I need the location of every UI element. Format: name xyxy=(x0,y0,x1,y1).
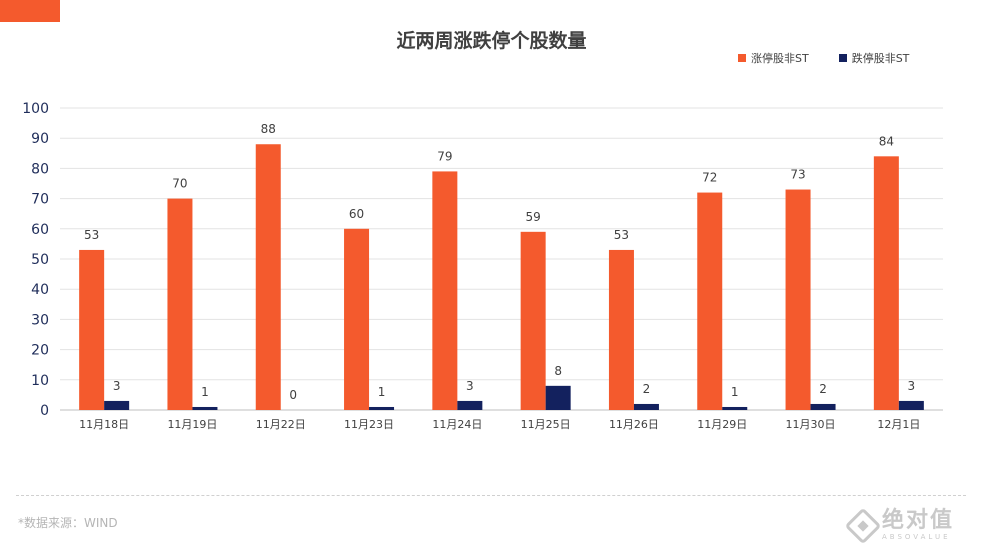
legend-swatch-limit-up xyxy=(738,54,746,62)
legend-label-limit-down: 跌停股非ST xyxy=(851,52,910,65)
y-tick-label: 100 xyxy=(22,101,49,117)
data-label: 88 xyxy=(261,122,276,136)
data-label: 72 xyxy=(702,171,717,185)
x-tick-label: 11月24日 xyxy=(432,418,482,431)
bar-limit-down xyxy=(898,400,924,410)
data-label: 1 xyxy=(201,385,209,399)
bar-limit-down xyxy=(633,403,659,410)
legend-swatch-limit-down xyxy=(838,54,847,62)
data-label: 53 xyxy=(84,228,99,242)
bar-limit-up xyxy=(167,198,193,410)
bar-limit-up xyxy=(344,228,370,410)
bar-chart: 010203040506070809010053311月18日70111月19日… xyxy=(22,101,943,431)
y-tick-label: 30 xyxy=(31,312,49,328)
data-label: 60 xyxy=(349,207,364,221)
data-label: 3 xyxy=(113,379,121,393)
bar-limit-down xyxy=(545,385,571,410)
y-tick-label: 80 xyxy=(31,161,49,177)
chart-title: 近两周涨跌停个股数量 xyxy=(396,30,587,52)
y-tick-label: 70 xyxy=(31,192,49,208)
bar-limit-up xyxy=(520,231,546,410)
data-label: 2 xyxy=(643,382,651,396)
legend-item-limit-down: 跌停股非ST xyxy=(838,50,910,66)
data-label: 3 xyxy=(466,379,474,393)
chart-legend: 涨停股非ST 跌停股非ST xyxy=(738,50,909,66)
data-label: 1 xyxy=(378,385,386,399)
x-tick-label: 11月26日 xyxy=(609,418,659,431)
footer-divider xyxy=(16,495,966,496)
bar-limit-up xyxy=(873,156,899,410)
bar-limit-up xyxy=(785,189,811,410)
bar-limit-down xyxy=(810,403,836,410)
data-label: 3 xyxy=(908,379,916,393)
y-tick-label: 0 xyxy=(40,403,49,419)
data-label: 1 xyxy=(731,385,739,399)
bar-limit-down xyxy=(722,406,748,410)
y-tick-label: 40 xyxy=(31,282,49,298)
bar-limit-up xyxy=(79,249,105,410)
x-tick-label: 11月19日 xyxy=(167,418,217,431)
watermark-sub: ABSOVALUE xyxy=(882,533,951,541)
y-tick-label: 60 xyxy=(31,222,49,238)
data-label: 79 xyxy=(437,149,452,163)
bar-limit-down xyxy=(192,406,218,410)
y-tick-label: 20 xyxy=(31,343,49,359)
x-tick-label: 11月30日 xyxy=(786,418,836,431)
watermark-brand: 绝对值 xyxy=(882,508,955,533)
bar-limit-down xyxy=(104,400,130,410)
bar-limit-up xyxy=(432,171,458,410)
data-label: 59 xyxy=(526,210,541,224)
watermark: 绝对值 ABSOVALUE xyxy=(844,507,955,544)
x-tick-label: 11月23日 xyxy=(344,418,394,431)
legend-item-limit-up: 涨停股非ST xyxy=(738,50,809,66)
data-label: 70 xyxy=(172,177,187,191)
bar-limit-down xyxy=(369,406,395,410)
data-label: 2 xyxy=(819,382,827,396)
data-label: 0 xyxy=(289,388,297,402)
data-label: 73 xyxy=(790,168,805,182)
data-source-note: *数据来源：WIND xyxy=(18,516,118,530)
y-tick-label: 50 xyxy=(31,252,49,268)
y-tick-label: 10 xyxy=(31,373,49,389)
data-label: 53 xyxy=(614,228,629,242)
corner-accent-tab xyxy=(0,0,60,22)
data-label: 8 xyxy=(554,364,562,378)
bar-limit-up xyxy=(255,144,281,411)
x-tick-label: 11月22日 xyxy=(256,418,306,431)
legend-label-limit-up: 涨停股非ST xyxy=(751,52,809,65)
y-tick-label: 90 xyxy=(31,131,49,147)
data-label: 84 xyxy=(879,134,894,148)
x-tick-label: 11月18日 xyxy=(79,418,129,431)
bar-limit-down xyxy=(457,400,483,410)
bar-limit-up xyxy=(608,249,634,410)
x-tick-label: 11月25日 xyxy=(521,418,571,431)
x-tick-label: 12月1日 xyxy=(877,418,920,431)
x-tick-label: 11月29日 xyxy=(697,418,747,431)
absovalue-logo-icon xyxy=(844,507,882,544)
bar-limit-up xyxy=(697,192,723,410)
